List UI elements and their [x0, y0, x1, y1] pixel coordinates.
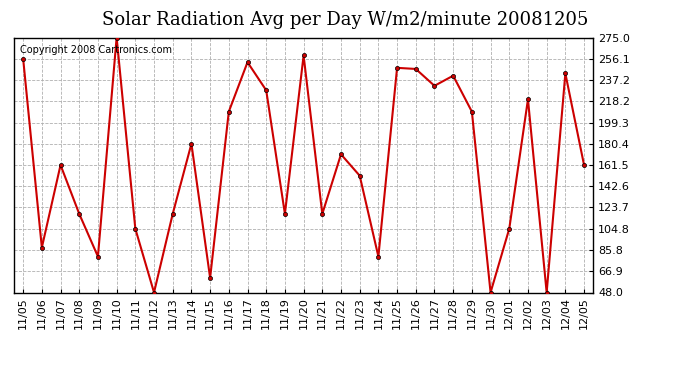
Text: Copyright 2008 Cartronics.com: Copyright 2008 Cartronics.com — [19, 45, 172, 55]
Text: Solar Radiation Avg per Day W/m2/minute 20081205: Solar Radiation Avg per Day W/m2/minute … — [102, 11, 588, 29]
